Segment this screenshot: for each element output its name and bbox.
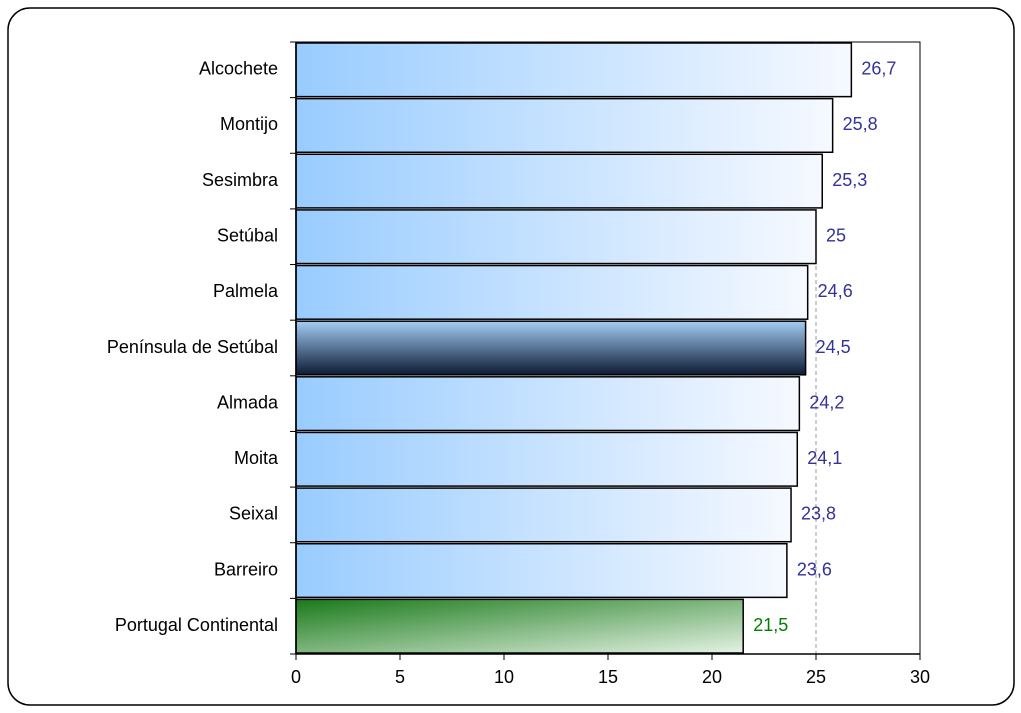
y-tick-label: Almada [217,392,279,412]
x-tick-label: 30 [910,667,930,687]
y-tick-label: Barreiro [214,559,278,579]
bar [295,97,834,154]
x-tick-label: 20 [702,667,722,687]
y-tick-label: Seixal [229,504,278,524]
bar [295,598,744,654]
data-label: 23,6 [797,559,832,579]
y-tick-label: Sesimbra [202,170,279,190]
data-label: 25,3 [832,170,867,190]
y-tick-label: Portugal Continental [115,615,278,635]
bar [295,431,799,487]
y-tick-label: Montijo [220,114,278,134]
y-tick-label: Palmela [213,281,279,301]
bar [295,42,853,98]
data-label: 25,8 [843,114,878,134]
x-tick-label: 5 [395,667,405,687]
data-label: 25 [826,225,846,245]
bar [295,376,801,432]
y-tick-label: Península de Setúbal [107,337,278,357]
bar [295,487,792,543]
bar [295,320,807,376]
bar [295,209,817,265]
bar [295,264,809,320]
data-label: 24,6 [818,281,853,301]
x-tick-label: 10 [494,667,514,687]
data-label: 21,5 [753,615,788,635]
data-label: 24,1 [807,448,842,468]
data-label: 26,7 [861,59,896,79]
y-tick-label: Alcochete [199,59,278,79]
x-tick-label: 0 [291,667,301,687]
bar [295,153,823,209]
x-tick-label: 15 [598,667,618,687]
x-tick-label: 25 [806,667,826,687]
data-label: 24,2 [809,392,844,412]
data-label: 24,5 [816,337,851,357]
y-tick-label: Moita [234,448,279,468]
bar [295,542,788,599]
y-tick-label: Setúbal [217,225,278,245]
data-label: 23,8 [801,504,836,524]
